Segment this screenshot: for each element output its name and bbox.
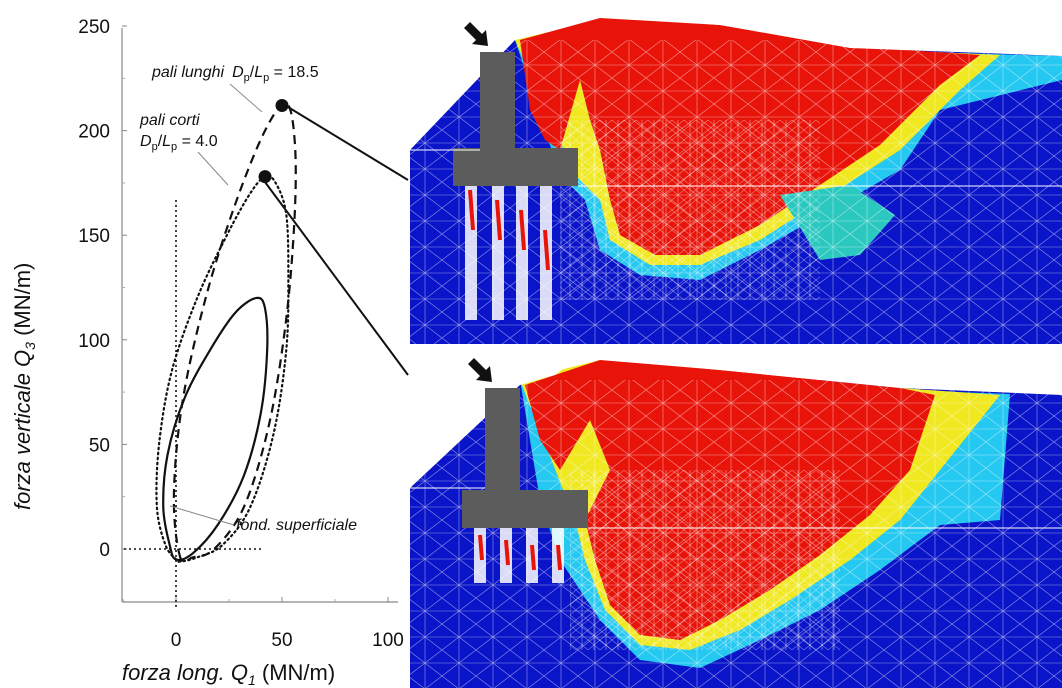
annotation-short-piles-ratio: Dp/Lp = 4.0	[140, 133, 218, 153]
retaining-wall	[462, 388, 588, 528]
sky	[410, 0, 1062, 150]
pile-group	[465, 185, 552, 320]
curves	[155, 102, 297, 564]
fe-mesh-fine	[560, 120, 820, 300]
y-tick-label: 0	[99, 540, 110, 561]
y-tick-label: 150	[78, 226, 110, 247]
connector-short-piles	[261, 177, 409, 376]
y-tick-label: 100	[78, 331, 110, 352]
retaining-wall	[453, 52, 578, 186]
load-arrow-top	[464, 22, 488, 46]
short-piles-contour	[410, 350, 1062, 688]
leader-shallow	[169, 505, 235, 526]
curve-pali-lunghi	[172, 102, 297, 564]
curve-pali-corti	[155, 174, 290, 563]
fe-mesh-fine	[570, 470, 840, 650]
x-axis-title: forza long. Q1 (MN/m)	[122, 660, 335, 688]
leader-short	[197, 151, 229, 186]
long-piles-contour	[410, 0, 1062, 344]
curve-fond-superficiale	[162, 296, 269, 562]
force-interaction-chart: 0 50 100 150 200 250 0 50 100 forza long. Q1 (M…	[10, 17, 409, 688]
y-tick-label: 200	[78, 122, 110, 143]
y-ticks: 0 50 100 150 200 250	[78, 17, 127, 602]
y-axis-title: forza verticale Q3 (MN/m)	[10, 263, 38, 510]
annotation-short-piles-label: pali corti	[139, 112, 200, 129]
points	[258, 98, 289, 184]
point-pali-lunghi	[275, 98, 289, 112]
x-tick-label: 50	[271, 630, 292, 651]
annotation-long-piles: pali lunghi Dp/Lp = 18.5	[151, 64, 319, 84]
y-tick-label: 250	[78, 17, 110, 38]
load-arrow-bottom	[468, 358, 492, 382]
pile-group	[474, 528, 564, 583]
leader-long	[229, 83, 263, 113]
x-tick-label: 0	[171, 630, 182, 651]
x-ticks: 0 50 100	[122, 597, 404, 651]
x-tick-label: 100	[372, 630, 404, 651]
annotation-shallow-foundation: fond. superficiale	[236, 517, 357, 534]
y-tick-label: 50	[89, 435, 110, 456]
connector-long-piles	[282, 103, 409, 181]
point-pali-corti	[258, 170, 272, 184]
